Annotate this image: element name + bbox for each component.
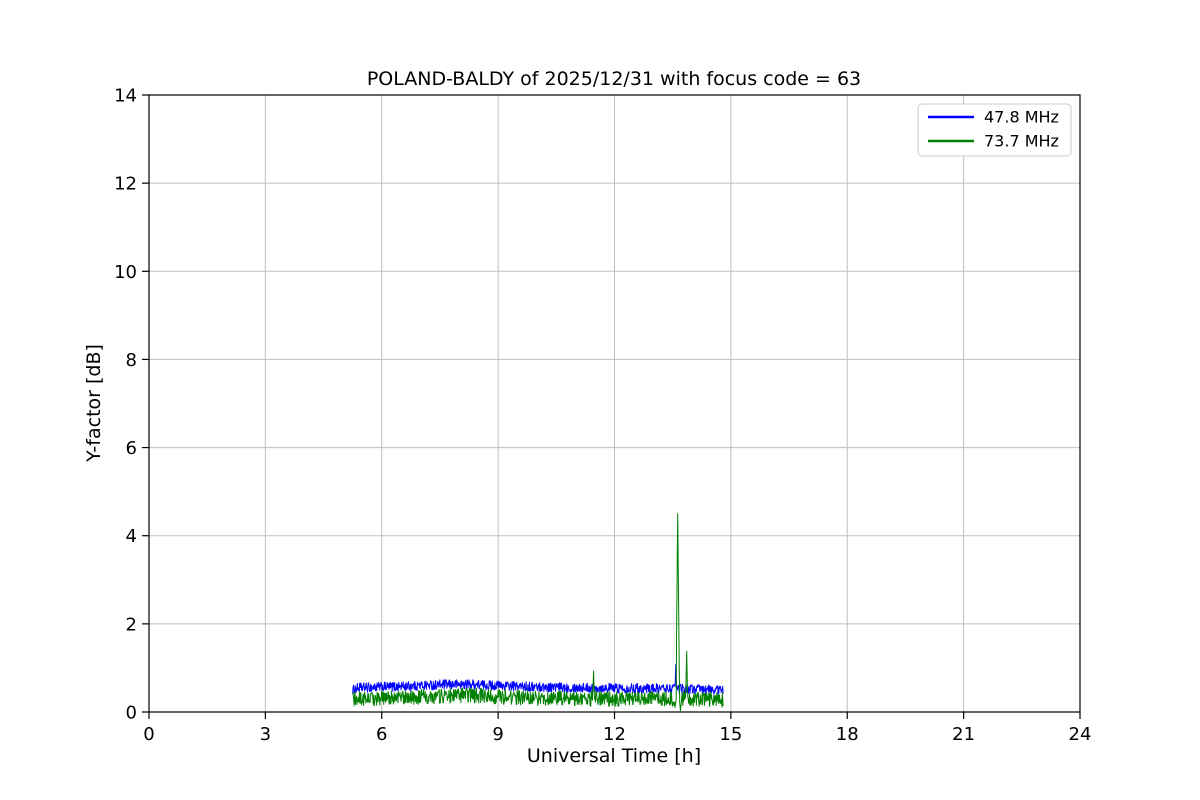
- x-tick-label: 3: [260, 724, 271, 745]
- series-line-73-7-mhz: [352, 513, 724, 712]
- x-tick-label: 6: [376, 724, 387, 745]
- gridlines: [148, 94, 1081, 713]
- y-tick-label: 8: [126, 350, 137, 371]
- y-tick-label: 4: [126, 526, 137, 547]
- x-tick-label: 15: [719, 724, 742, 745]
- x-tick-label: 12: [603, 724, 626, 745]
- x-tick-label: 9: [492, 724, 503, 745]
- y-axis-label: Y-factor [dB]: [83, 344, 105, 463]
- series-line-47-8-mhz: [352, 663, 724, 695]
- y-tick-label: 10: [114, 262, 137, 283]
- x-tick-label: 0: [143, 724, 154, 745]
- chart-title: POLAND-BALDY of 2025/12/31 with focus co…: [367, 68, 861, 90]
- y-tick-label: 2: [126, 614, 137, 635]
- data-series: [352, 513, 724, 712]
- x-tick-label: 21: [952, 724, 975, 745]
- y-tick-label: 12: [114, 174, 137, 195]
- legend-label: 73.7 MHz: [984, 132, 1059, 151]
- legend: 47.8 MHz 73.7 MHz: [917, 103, 1072, 157]
- y-tick-label: 6: [126, 438, 137, 459]
- legend-label: 47.8 MHz: [984, 108, 1059, 127]
- x-axis-label: Universal Time [h]: [527, 745, 701, 767]
- y-tick-label: 14: [114, 86, 137, 107]
- x-tick-label: 18: [836, 724, 859, 745]
- y-tick-label: 0: [126, 703, 137, 724]
- x-tick-label: 24: [1069, 724, 1092, 745]
